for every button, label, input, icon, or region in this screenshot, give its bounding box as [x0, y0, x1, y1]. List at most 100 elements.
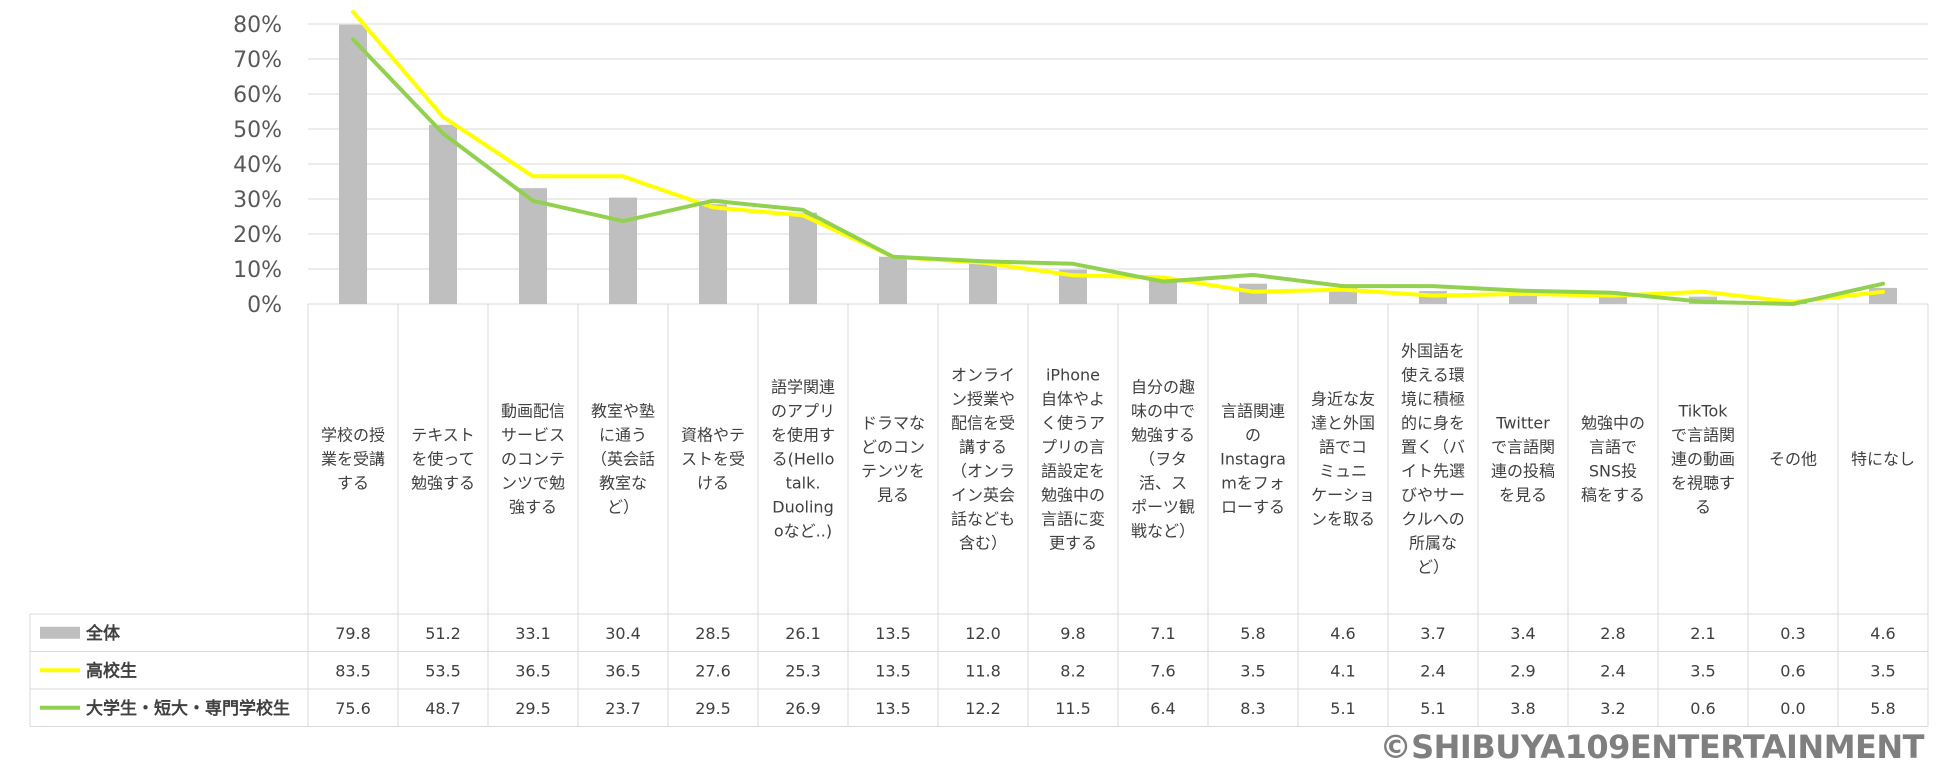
table-cell: 9.8 — [1060, 624, 1085, 643]
category-label: 言語関連の Instagra mをフォローする — [1220, 401, 1286, 516]
line-大学生・短大・専門学校生 — [351, 37, 1885, 306]
table-cell: 28.5 — [695, 624, 731, 643]
series-name: 全体 — [85, 623, 121, 644]
legend-key — [40, 626, 80, 639]
table-cell: 79.8 — [335, 624, 371, 643]
bar-series — [339, 24, 1897, 304]
table-cell: 11.5 — [1055, 699, 1091, 718]
y-tick-label: 30% — [233, 188, 282, 213]
category-label: 教室や塾に通う（英会話教室など） — [591, 401, 655, 516]
table-cell: 36.5 — [515, 661, 551, 680]
bar — [879, 256, 907, 304]
category-label: 自分の趣味の中で勉強する（ヲタ活、スポーツ観戦など） — [1131, 377, 1195, 540]
table-cell: 11.8 — [965, 661, 1001, 680]
y-tick-label: 20% — [233, 223, 282, 248]
table-cell: 2.1 — [1690, 624, 1715, 643]
data-table: 学校の授業を受講するテキストを使って勉強する動画配信サービスのコンテンツで勉強す… — [29, 304, 1929, 727]
table-cell: 3.5 — [1690, 661, 1715, 680]
table-cell: 7.1 — [1150, 624, 1175, 643]
y-tick-label: 50% — [233, 118, 282, 143]
table-cell: 4.6 — [1330, 624, 1355, 643]
table-cell: 25.3 — [785, 661, 821, 680]
table-cell: 5.8 — [1870, 699, 1895, 718]
table-cell: 26.9 — [785, 699, 821, 718]
bar — [969, 262, 997, 304]
table-cell: 12.2 — [965, 699, 1001, 718]
category-label: ドラマなどのコンテンツを見る — [861, 413, 925, 504]
table-cell: 2.4 — [1420, 661, 1445, 680]
category-label: 特になし — [1851, 449, 1915, 468]
y-tick-label: 40% — [233, 153, 282, 178]
table-cell: 75.6 — [335, 699, 371, 718]
table-cell: 30.4 — [605, 624, 641, 643]
table-cell: 0.3 — [1780, 624, 1805, 643]
table-cell: 5.1 — [1420, 699, 1445, 718]
table-cell: 33.1 — [515, 624, 551, 643]
table-cell: 23.7 — [605, 699, 641, 718]
table-cell: 4.6 — [1870, 624, 1895, 643]
table-cell: 48.7 — [425, 699, 461, 718]
table-cell: 3.7 — [1420, 624, 1445, 643]
y-tick-label: 0% — [247, 293, 282, 318]
table-cell: 2.4 — [1600, 661, 1625, 680]
category-label: TikTok で言語関連の動画を視聴する — [1671, 401, 1735, 516]
category-label: オンライン授業や配信を受講する（オンライン英会話なども含む） — [951, 365, 1015, 552]
bar — [1239, 283, 1267, 304]
bar — [789, 212, 817, 304]
table-cell: 51.2 — [425, 624, 461, 643]
category-label: 勉強中の言語で SNS投稿をする — [1581, 413, 1645, 504]
y-tick-label: 60% — [233, 83, 282, 108]
table-cell: 3.5 — [1870, 661, 1895, 680]
category-label: 語学関連のアプリを使用する(Hello talk. Duoling oなど..) — [771, 377, 835, 540]
table-cell: 83.5 — [335, 661, 371, 680]
bar — [699, 204, 727, 304]
table-cell: 29.5 — [695, 699, 731, 718]
category-label: テキストを使って勉強する — [411, 425, 475, 492]
copyright-text: ©SHIBUYA109ENTERTAINMENT — [1379, 728, 1925, 766]
table-cell: 3.5 — [1240, 661, 1265, 680]
bar — [1599, 294, 1627, 304]
series-name: 高校生 — [86, 660, 137, 681]
category-label: 資格やテストを受ける — [681, 425, 745, 492]
table-cell: 29.5 — [515, 699, 551, 718]
table-cell: 4.1 — [1330, 661, 1355, 680]
category-label: Twitter で言語関連の投稿を見る — [1491, 413, 1555, 504]
table-cell: 8.3 — [1240, 699, 1265, 718]
table-cell: 3.8 — [1510, 699, 1535, 718]
line-高校生 — [351, 9, 1885, 304]
table-cell: 2.8 — [1600, 624, 1625, 643]
table-cell: 36.5 — [605, 661, 641, 680]
table-cell: 13.5 — [875, 661, 911, 680]
table-cell: 13.5 — [875, 699, 911, 718]
table-cell: 0.6 — [1780, 661, 1805, 680]
table-cell: 5.1 — [1330, 699, 1355, 718]
category-label: その他 — [1769, 449, 1817, 468]
category-label: 外国語を使える環境に積極的に身を置く（バイト先選びやサークルへの所属など） — [1401, 341, 1465, 576]
y-tick-label: 10% — [233, 258, 282, 283]
category-label: iPhone 自体やよく使うアプリの言語設定を勉強中の言語に変更する — [1041, 365, 1105, 552]
table-cell: 2.9 — [1510, 661, 1535, 680]
table-cell: 12.0 — [965, 624, 1001, 643]
bar — [339, 24, 367, 304]
bar — [519, 188, 547, 304]
gridlines — [308, 23, 1928, 305]
table-cell: 13.5 — [875, 624, 911, 643]
y-tick-label: 80% — [233, 13, 282, 38]
table-cell: 27.6 — [695, 661, 731, 680]
category-label: 学校の授業を受講する — [321, 425, 385, 492]
table-cell: 5.8 — [1240, 624, 1265, 643]
category-label: 動画配信サービスのコンテンツで勉強する — [501, 401, 565, 516]
table-cell: 53.5 — [425, 661, 461, 680]
y-tick-label: 70% — [233, 48, 282, 73]
table-cell: 6.4 — [1150, 699, 1175, 718]
table-cell: 3.2 — [1600, 699, 1625, 718]
table-cell: 7.6 — [1150, 661, 1175, 680]
table-cell: 3.4 — [1510, 624, 1535, 643]
y-axis: 0% 10% 20% 30% 40% 50% 60% 70% 80% — [233, 13, 282, 318]
table-cell: 26.1 — [785, 624, 821, 643]
line-series — [351, 9, 1885, 306]
bar — [429, 124, 457, 304]
series-name: 大学生・短大・専門学校生 — [86, 698, 290, 719]
category-label: 身近な友達と外国語でコミュニケーションを取る — [1311, 389, 1375, 528]
